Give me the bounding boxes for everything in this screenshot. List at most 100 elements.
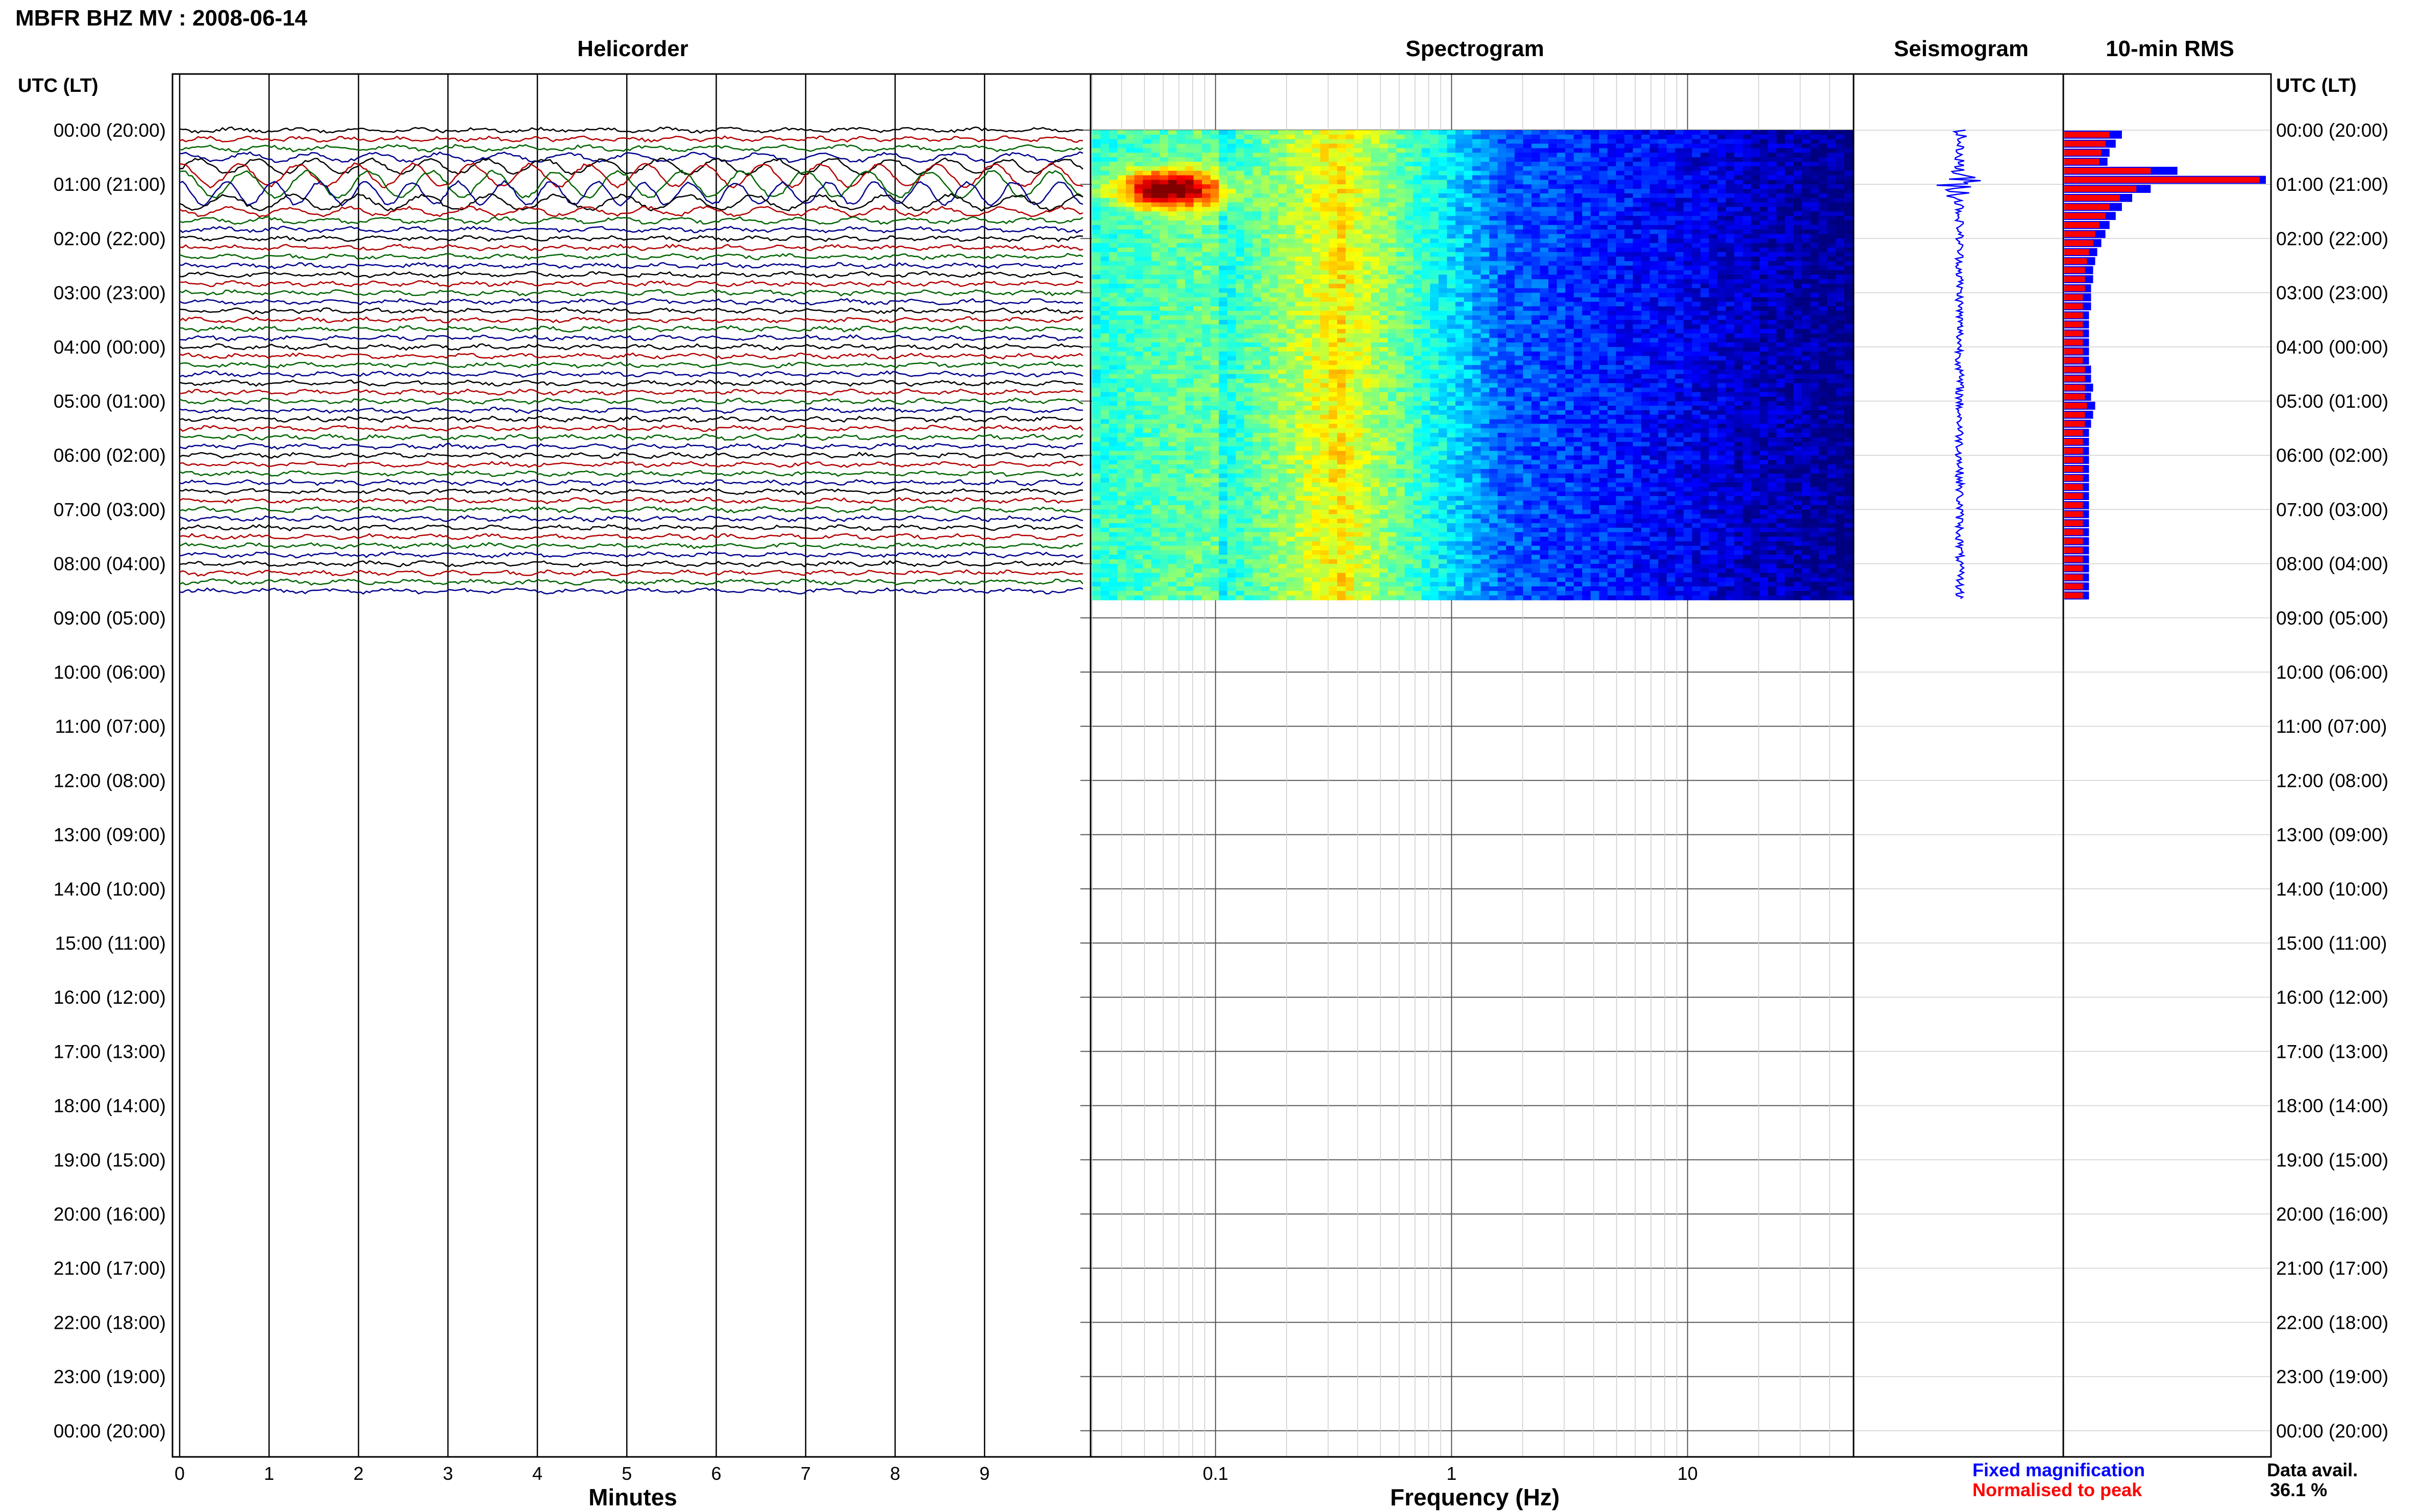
spectrogram-cell xyxy=(1117,252,1126,257)
spectrogram-cell xyxy=(1126,166,1135,171)
spectrogram-cell xyxy=(1455,284,1465,289)
spectrogram-cell xyxy=(1666,247,1675,253)
spectrogram-cell xyxy=(1531,346,1541,352)
spectrogram-cell xyxy=(1210,157,1219,162)
spectrogram-cell xyxy=(1438,184,1447,189)
spectrogram-cell xyxy=(1531,356,1541,361)
spectrogram-cell xyxy=(1396,161,1405,167)
spectrogram-cell xyxy=(1151,338,1161,343)
spectrogram-cell xyxy=(1649,351,1659,357)
spectrogram-cell xyxy=(1557,306,1566,311)
spectrogram-cell xyxy=(1286,216,1295,221)
spectrogram-cell xyxy=(1835,247,1845,253)
spectrogram-cell xyxy=(1844,324,1853,330)
spectrogram-cell xyxy=(1801,180,1811,185)
spectrogram-cell xyxy=(1700,170,1710,176)
spectrogram-cell xyxy=(1168,211,1177,216)
spectrogram-cell xyxy=(1278,306,1287,311)
spectrogram-cell xyxy=(1548,184,1558,189)
spectrogram-cell xyxy=(1751,292,1760,298)
spectrogram-cell xyxy=(1269,360,1278,365)
spectrogram-cell xyxy=(1109,265,1118,271)
spectrogram-cell xyxy=(1514,130,1523,135)
spectrogram-cell xyxy=(1269,202,1278,208)
spectrogram-cell xyxy=(1438,247,1447,253)
spectrogram-cell xyxy=(1185,189,1194,194)
spectrogram-cell xyxy=(1109,374,1118,379)
spectrogram-cell xyxy=(1599,338,1608,343)
spectrogram-cell xyxy=(1818,319,1828,325)
spectrogram-cell xyxy=(1092,134,1101,140)
spectrogram-cell xyxy=(1354,324,1363,330)
spectrogram-cell xyxy=(1590,275,1599,280)
spectrogram-cell xyxy=(1151,302,1161,307)
spectrogram-cell xyxy=(1633,346,1642,352)
spectrogram-cell xyxy=(1269,319,1278,325)
spectrogram-cell xyxy=(1725,175,1735,180)
spectrogram-cell xyxy=(1641,275,1650,280)
spectrogram-cell xyxy=(1388,216,1397,221)
spectrogram-cell xyxy=(1455,306,1465,311)
spectrogram-cell xyxy=(1480,329,1490,334)
spectrogram-cell xyxy=(1776,338,1786,343)
spectrogram-cell xyxy=(1100,365,1109,370)
spectrogram-cell xyxy=(1827,229,1836,235)
spectrogram-cell xyxy=(1185,161,1194,167)
spectrogram-cell xyxy=(1396,225,1405,230)
spectrogram-cell xyxy=(1455,207,1465,212)
spectrogram-cell xyxy=(1641,306,1650,311)
spectrogram-cell xyxy=(1683,261,1693,266)
spectrogram-cell xyxy=(1506,184,1515,189)
spectrogram-cell xyxy=(1109,225,1118,230)
spectrogram-cell xyxy=(1616,297,1625,303)
spectrogram-cell xyxy=(1447,261,1456,266)
spectrogram-cell xyxy=(1523,202,1532,208)
spectrogram-cell xyxy=(1278,157,1287,162)
spectrogram-cell xyxy=(1109,284,1118,289)
spectrogram-cell xyxy=(1759,197,1769,203)
spectrogram-cell xyxy=(1464,292,1473,298)
spectrogram-cell xyxy=(1675,324,1684,330)
spectrogram-cell xyxy=(1801,369,1811,375)
spectrogram-cell xyxy=(1320,207,1329,212)
spectrogram-cell xyxy=(1793,319,1803,325)
spectrogram-cell xyxy=(1345,202,1354,208)
spectrogram-cell xyxy=(1185,180,1194,185)
spectrogram-cell xyxy=(1751,197,1760,203)
spectrogram-cell xyxy=(1404,193,1414,199)
spectrogram-cell xyxy=(1345,302,1354,307)
spectrogram-cell xyxy=(1193,207,1202,212)
spectrogram-cell xyxy=(1683,284,1693,289)
spectrogram-cell xyxy=(1480,284,1490,289)
spectrogram-cell xyxy=(1193,333,1202,338)
spectrogram-cell xyxy=(1447,170,1456,176)
spectrogram-cell xyxy=(1531,134,1541,140)
spectrogram-cell xyxy=(1143,175,1152,180)
spectrogram-cell xyxy=(1244,297,1253,303)
spectrogram-cell xyxy=(1320,342,1329,348)
spectrogram-cell xyxy=(1447,143,1456,149)
spectrogram-cell xyxy=(1633,184,1642,189)
spectrogram-cell xyxy=(1725,261,1735,266)
spectrogram-cell xyxy=(1717,261,1726,266)
spectrogram-cell xyxy=(1624,360,1634,365)
spectrogram-cell xyxy=(1759,225,1769,230)
spectrogram-cell xyxy=(1219,351,1228,357)
spectrogram-cell xyxy=(1675,220,1684,226)
spectrogram-cell xyxy=(1337,315,1346,320)
spectrogram-cell xyxy=(1818,284,1828,289)
spectrogram-cell xyxy=(1379,134,1389,140)
spectrogram-cell xyxy=(1793,351,1803,357)
spectrogram-cell xyxy=(1523,216,1532,221)
spectrogram-cell xyxy=(1692,365,1701,370)
spectrogram-cell xyxy=(1801,134,1811,140)
spectrogram-cell xyxy=(1337,166,1346,171)
spectrogram-cell xyxy=(1295,324,1304,330)
spectrogram-cell xyxy=(1252,225,1262,230)
spectrogram-cell xyxy=(1734,256,1743,262)
spectrogram-cell xyxy=(1202,324,1211,330)
spectrogram-cell xyxy=(1303,270,1313,275)
spectrogram-cell xyxy=(1362,365,1371,370)
spectrogram-cell xyxy=(1244,216,1253,221)
spectrogram-cell xyxy=(1793,324,1803,330)
